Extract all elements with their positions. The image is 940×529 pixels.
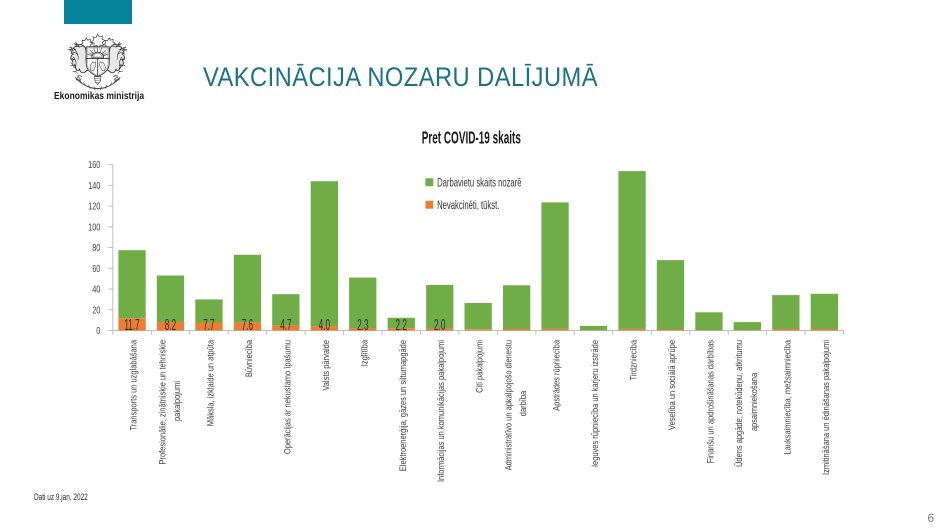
svg-text:Administratīvo un apkalpojošo: Administratīvo un apkalpojošo dienestu [503, 340, 514, 471]
svg-text:Pret COVID-19 skaits: Pret COVID-19 skaits [422, 129, 521, 149]
svg-text:Finanšu un apdrošināšanas darb: Finanšu un apdrošināšanas darbības [705, 340, 716, 463]
svg-text:Lauksaimniecība, mežsaimniecīb: Lauksaimniecība, mežsaimniecība [782, 340, 793, 455]
svg-text:0: 0 [96, 325, 100, 336]
svg-text:2.2: 2.2 [395, 316, 406, 333]
svg-text:Apstrādes rūpniecība: Apstrādes rūpniecība [551, 340, 562, 411]
svg-text:Operācijas ar nekustamo īpašum: Operācijas ar nekustamo īpašumu [282, 340, 293, 454]
svg-text:140: 140 [88, 180, 100, 191]
svg-text:Izglītība: Izglītība [358, 340, 369, 366]
svg-text:7.7: 7.7 [203, 316, 214, 333]
svg-text:4.0: 4.0 [319, 316, 330, 333]
svg-text:80: 80 [92, 242, 100, 253]
svg-text:4.7: 4.7 [280, 316, 291, 333]
svg-text:20: 20 [92, 304, 100, 315]
svg-text:Valsts pārvalde: Valsts pārvalde [320, 340, 331, 391]
svg-text:Veselība un sociālā aprūpe: Veselība un sociālā aprūpe [666, 340, 677, 430]
svg-text:Citi pakalpojumi: Citi pakalpojumi [474, 340, 485, 393]
svg-text:100: 100 [88, 221, 100, 232]
svg-text:Profesionālie, zinātniskie un: Profesionālie, zinātniskie un tehniskie [156, 340, 167, 465]
svg-text:Elektroenerģija, gāzes un silt: Elektroenerģija, gāzes un siltumapgāde [397, 340, 408, 471]
svg-text:Māksla, izklaide un atpūta: Māksla, izklaide un atpūta [205, 340, 216, 426]
svg-text:pakalpojumi: pakalpojumi [171, 381, 182, 421]
svg-text:2.0: 2.0 [434, 316, 445, 333]
svg-text:8.2: 8.2 [165, 316, 176, 333]
svg-text:40: 40 [92, 283, 100, 294]
svg-text:Nevakcinēti, tūkst.: Nevakcinēti, tūkst. [437, 200, 499, 213]
svg-text:11.7: 11.7 [124, 316, 139, 333]
svg-text:Izmitināšana un ēdināšanas pak: Izmitināšana un ēdināšanas pakalpojumi [820, 340, 831, 475]
svg-text:darbība: darbība [517, 391, 528, 417]
svg-text:7.6: 7.6 [242, 316, 253, 333]
svg-text:160: 160 [88, 159, 100, 170]
svg-text:Ieguves rūpniecība un karjeru: Ieguves rūpniecība un karjeru izstrāde [589, 340, 600, 467]
svg-text:apsaimniekošana: apsaimniekošana [748, 373, 759, 432]
svg-text:Transports un uzglabāšana: Transports un uzglabāšana [128, 340, 139, 431]
svg-text:Informācijas un komunikācijas: Informācijas un komunikācijas pakalpojum… [435, 340, 446, 482]
svg-text:Ūdens apgāde; notekūdeņu, atkr: Ūdens apgāde; notekūdeņu, atkritumu [733, 340, 744, 467]
svg-text:60: 60 [92, 263, 100, 274]
svg-text:2.3: 2.3 [357, 316, 368, 333]
svg-text:Darbavietu skaits nozarē: Darbavietu skaits nozarē [437, 177, 522, 190]
svg-text:Būvniecība: Būvniecība [243, 340, 254, 377]
svg-text:Tirdzniecība: Tirdzniecība [628, 340, 639, 381]
svg-text:120: 120 [88, 201, 100, 212]
